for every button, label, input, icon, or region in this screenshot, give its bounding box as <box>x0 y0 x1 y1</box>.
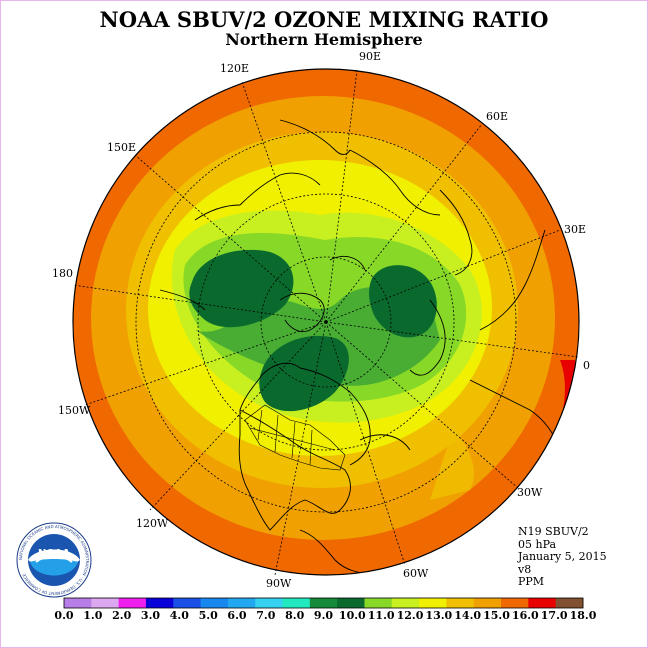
colorbar-swatch <box>473 598 502 608</box>
ozone-contours <box>73 69 579 575</box>
colorbar-tick-label: 1.0 <box>83 609 102 622</box>
colorbar-swatch <box>91 598 120 608</box>
colorbar-swatch <box>364 598 393 608</box>
colorbar-tick-label: 8.0 <box>285 609 304 622</box>
longitude-label-150w: 150W <box>58 404 91 417</box>
colorbar-tick-label: 13.0 <box>425 609 452 622</box>
colorbar-frame <box>63 597 584 609</box>
longitude-label-120w: 120W <box>136 517 169 530</box>
info-level: 05 hPa <box>518 537 557 551</box>
longitude-label-150e: 150E <box>107 141 137 154</box>
colorbar-swatch <box>419 598 447 608</box>
longitude-label-90w: 90W <box>266 577 292 590</box>
colorbar-swatch <box>200 598 229 608</box>
longitude-label-90e: 90E <box>359 50 382 63</box>
graticule <box>72 69 579 576</box>
colorbar-tick-label: 16.0 <box>512 609 539 622</box>
colorbar-swatch <box>118 598 147 608</box>
colorbar-tick-label: 2.0 <box>112 609 131 622</box>
colorbar-tick-label: 18.0 <box>570 609 597 622</box>
logo-noaa-text: NOAA <box>38 548 70 559</box>
colorbar-swatch <box>337 598 365 608</box>
colorbar-tick-label: 10.0 <box>339 609 366 622</box>
colorbar-swatch <box>145 598 174 608</box>
page-subtitle: Northern Hemisphere <box>225 30 423 49</box>
longitude-label-60e: 60E <box>486 110 509 123</box>
longitude-label-30w: 30W <box>517 486 543 499</box>
colorbar-swatch <box>391 598 420 608</box>
colorbar-swatch <box>555 598 584 608</box>
colorbar-tick-label: 11.0 <box>368 609 395 622</box>
page-title: NOAA SBUV/2 OZONE MIXING RATIO <box>99 7 549 32</box>
us-states <box>244 404 346 471</box>
colorbar-swatch <box>227 598 256 608</box>
longitude-label-0: 0 <box>583 359 590 372</box>
colorbar-swatch <box>528 598 557 608</box>
colorbar-swatch <box>309 598 338 608</box>
colorbar-swatch <box>446 598 475 608</box>
colorbar-tick-label: 9.0 <box>314 609 333 622</box>
longitude-label-180: 180 <box>52 267 73 280</box>
colorbar-swatch <box>282 598 311 608</box>
colorbar-tick-label: 15.0 <box>483 609 510 622</box>
colorbar-tick-label: 12.0 <box>397 609 424 622</box>
longitude-label-30e: 30E <box>564 223 587 236</box>
colorbar-tick-label: 4.0 <box>170 609 189 622</box>
colorbar-swatch <box>64 598 92 608</box>
colorbar-tick-label: 5.0 <box>199 609 218 622</box>
colorbar-tick-label: 0.0 <box>54 609 73 622</box>
map-boundary <box>72 68 580 576</box>
noaa-logo: NOAA NATIONAL OCEANIC AND ATMOSPHERIC AD… <box>16 522 92 598</box>
product-info: N19 SBUV/2 05 hPa January 5, 2015 v8 PPM <box>518 525 607 589</box>
colorbar-swatch <box>501 598 529 608</box>
colorbar-tick-label: 7.0 <box>256 609 275 622</box>
colorbar-tick-label: 14.0 <box>454 609 481 622</box>
info-units: PPM <box>518 575 545 588</box>
info-version: v8 <box>518 562 532 576</box>
colorbar-tick-label: 3.0 <box>141 609 160 622</box>
longitude-label-60w: 60W <box>403 567 429 580</box>
colorbar-swatch <box>255 598 283 608</box>
colorbar-tick-label: 17.0 <box>541 609 568 622</box>
colorbar-swatch <box>173 598 201 608</box>
longitude-label-120e: 120E <box>220 62 250 75</box>
info-date: January 5, 2015 <box>518 550 607 563</box>
info-satellite: N19 SBUV/2 <box>518 525 589 538</box>
colorbar-tick-label: 6.0 <box>227 609 246 622</box>
